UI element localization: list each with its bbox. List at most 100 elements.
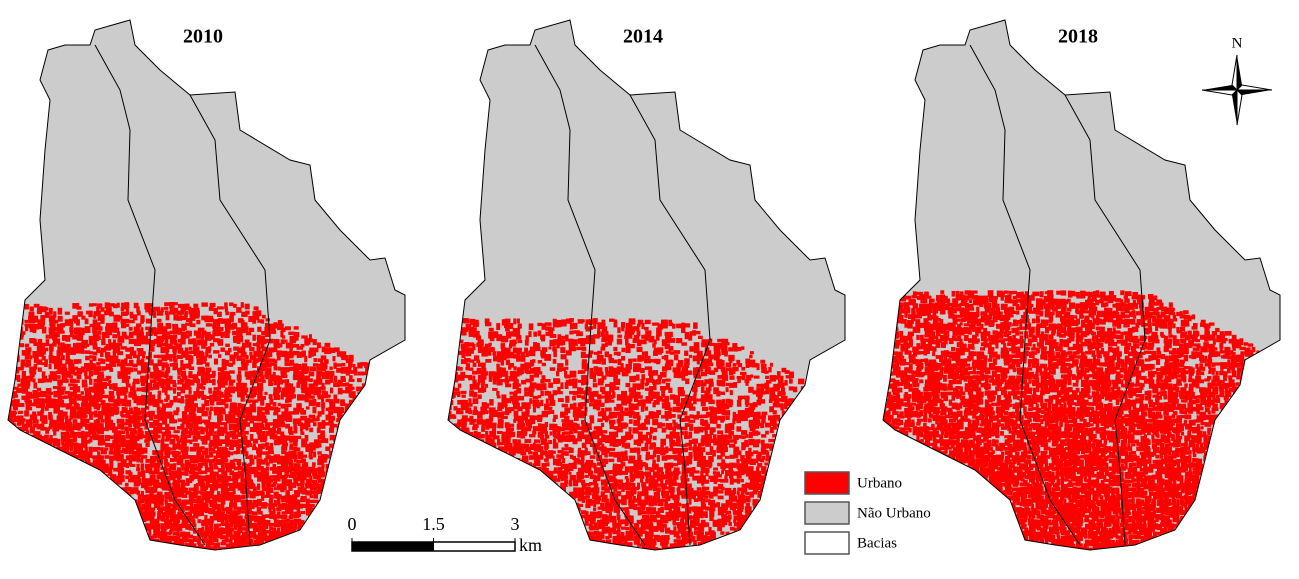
urban-patch	[65, 478, 69, 486]
urban-patch	[297, 503, 303, 509]
urban-patch	[442, 559, 448, 563]
urban-patch	[252, 486, 257, 492]
urban-patch	[97, 498, 104, 505]
urban-patch	[409, 503, 415, 506]
urban-patch	[442, 322, 448, 326]
urban-patch	[116, 526, 122, 533]
urban-patch	[265, 338, 271, 344]
urban-patch	[316, 427, 321, 434]
urban-patch	[312, 350, 317, 356]
urban-patch	[262, 554, 269, 560]
urban-patch	[116, 390, 122, 396]
urban-patch	[180, 503, 186, 508]
urban-patch	[70, 559, 74, 564]
urban-patch	[92, 343, 98, 350]
urban-patch	[337, 510, 343, 514]
urban-patch	[132, 522, 140, 528]
urban-patch	[100, 447, 104, 452]
urban-patch	[300, 542, 306, 549]
urban-patch	[64, 519, 69, 526]
urban-patch	[73, 539, 79, 543]
urban-patch	[232, 418, 238, 424]
urban-patch	[133, 439, 138, 446]
urban-patch	[65, 335, 71, 342]
urban-patch	[60, 474, 67, 479]
urban-patch	[232, 463, 236, 469]
urban-patch	[180, 315, 188, 321]
urban-patch	[88, 303, 94, 307]
urban-patch	[188, 346, 193, 351]
urban-patch	[337, 447, 341, 451]
urban-patch	[340, 542, 348, 548]
urban-patch	[29, 534, 33, 539]
urban-patch	[220, 458, 226, 464]
urban-patch	[172, 450, 179, 458]
urban-patch	[84, 490, 89, 495]
urban-patch	[1, 379, 6, 383]
urban-patch	[325, 522, 330, 528]
urban-patch	[2, 496, 6, 502]
urban-patch	[264, 519, 271, 526]
urban-patch	[281, 514, 288, 520]
urban-patch	[101, 382, 108, 389]
urban-patch	[160, 410, 165, 418]
urban-patch	[317, 443, 322, 448]
urban-patch	[72, 487, 76, 495]
urban-patch	[329, 434, 337, 441]
urban-patch	[40, 315, 46, 320]
urban-patch	[45, 378, 52, 383]
urban-patch	[185, 415, 189, 419]
urban-patch	[172, 387, 177, 394]
urban-patch	[241, 387, 249, 393]
urban-patch	[117, 423, 123, 430]
urban-patch	[181, 363, 187, 369]
urban-patch	[328, 483, 333, 489]
urban-patch	[233, 450, 239, 455]
urban-patch	[308, 522, 313, 527]
urban-patch	[228, 382, 234, 386]
urban-patch	[145, 555, 151, 559]
urban-patch	[404, 430, 405, 437]
urban-patch	[377, 466, 383, 471]
urban-patch	[289, 366, 295, 371]
urban-patch	[80, 478, 87, 486]
urban-patch	[448, 495, 451, 499]
urban-patch	[373, 443, 378, 449]
urban-patch	[381, 434, 388, 440]
urban-patch	[365, 470, 372, 478]
urban-patch	[360, 498, 365, 503]
urban-patch	[104, 419, 110, 424]
urban-patch	[28, 507, 35, 514]
urban-patch	[221, 363, 227, 371]
urban-patch	[28, 539, 36, 544]
urban-patch	[316, 527, 323, 534]
urban-patch	[237, 379, 242, 384]
urban-patch	[180, 491, 185, 495]
urban-patch	[460, 450, 466, 454]
urban-patch	[76, 538, 83, 542]
urban-patch	[165, 387, 173, 391]
urban-patch	[204, 447, 209, 454]
urban-patch	[328, 399, 334, 404]
urban-patch	[396, 458, 401, 466]
urban-patch	[288, 386, 296, 393]
urban-patch	[73, 471, 79, 479]
urban-patch	[461, 399, 468, 407]
urban-patch	[332, 471, 339, 476]
urban-patch	[97, 487, 102, 492]
urban-patch	[180, 455, 186, 460]
urban-patch	[168, 539, 172, 544]
urban-patch	[356, 499, 361, 505]
urban-patch	[52, 491, 60, 497]
urban-patch	[105, 375, 112, 380]
urban-patch	[156, 458, 164, 465]
urban-patch	[0, 534, 6, 538]
urban-patch	[276, 554, 282, 558]
urban-patch	[128, 338, 136, 345]
urban-patch	[277, 319, 283, 325]
urban-patch	[65, 511, 73, 518]
urban-patch	[121, 402, 128, 407]
urban-patch	[376, 506, 381, 513]
urban-patch	[464, 490, 472, 495]
urban-patch	[33, 443, 37, 448]
